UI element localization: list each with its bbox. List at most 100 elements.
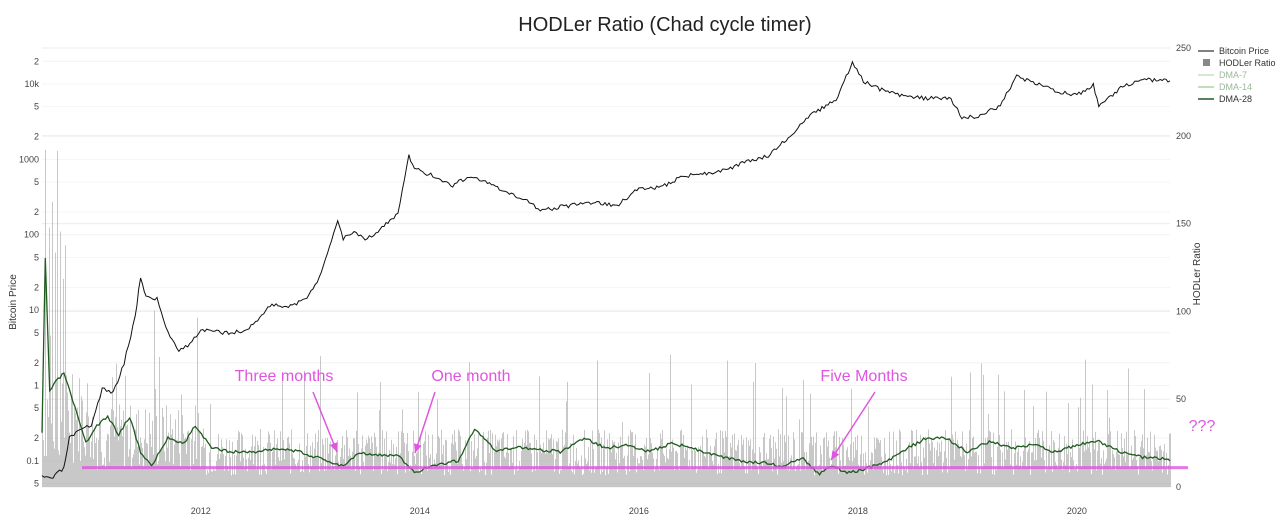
hodler-ratio-bar bbox=[980, 473, 981, 487]
hodler-ratio-bar bbox=[490, 429, 491, 487]
hodler-ratio-bar bbox=[503, 432, 504, 487]
hodler-ratio-bar bbox=[172, 428, 173, 487]
hodler-ratio-bar bbox=[744, 466, 745, 487]
hodler-ratio-bar bbox=[766, 453, 767, 487]
hodler-ratio-bar bbox=[756, 464, 757, 487]
hodler-ratio-bar bbox=[636, 472, 637, 487]
hodler-ratio-bar bbox=[425, 431, 426, 487]
hodler-ratio-bar bbox=[974, 452, 975, 487]
hodler-ratio-bar bbox=[650, 438, 651, 487]
hodler-ratio-bar bbox=[403, 432, 404, 487]
hodler-ratio-bar bbox=[915, 456, 916, 487]
hodler-ratio-bar bbox=[849, 460, 850, 487]
hodler-ratio-bar bbox=[622, 422, 623, 487]
hodler-ratio-bar bbox=[620, 436, 621, 487]
hodler-ratio-bar bbox=[419, 471, 420, 487]
hodler-ratio-bar bbox=[1138, 474, 1139, 487]
hodler-ratio-bar bbox=[1101, 458, 1102, 487]
hodler-ratio-bar bbox=[194, 440, 195, 487]
hodler-ratio-bar bbox=[163, 416, 164, 487]
legend-label[interactable]: DMA-14 bbox=[1219, 82, 1252, 92]
hodler-ratio-bar bbox=[427, 470, 428, 487]
hodler-ratio-bar bbox=[404, 442, 405, 487]
hodler-ratio-bar bbox=[572, 472, 573, 487]
hodler-ratio-bar bbox=[820, 445, 821, 487]
hodler-ratio-bar bbox=[1124, 438, 1125, 487]
hodler-ratio-bar bbox=[810, 393, 811, 487]
hodler-ratio-bar bbox=[584, 429, 585, 487]
hodler-ratio-bar bbox=[50, 335, 51, 487]
hodler-ratio-bar bbox=[391, 439, 392, 487]
hodler-ratio-bar bbox=[237, 439, 238, 487]
legend-label[interactable]: DMA-7 bbox=[1219, 70, 1247, 80]
hodler-ratio-bar bbox=[1117, 430, 1118, 487]
hodler-ratio-bar bbox=[952, 434, 953, 487]
hodler-ratio-bar bbox=[130, 405, 131, 487]
hodler-ratio-bar bbox=[1020, 456, 1021, 487]
legend-label[interactable]: Bitcoin Price bbox=[1219, 46, 1269, 56]
hodler-ratio-bar bbox=[501, 438, 502, 487]
hodler-ratio-bar bbox=[281, 460, 282, 487]
hodler-ratio-bar bbox=[197, 317, 198, 487]
hodler-ratio-bar bbox=[958, 444, 959, 487]
hodler-ratio-bar bbox=[745, 473, 746, 487]
hodler-ratio-bar bbox=[670, 354, 671, 487]
hodler-ratio-bar bbox=[51, 423, 52, 487]
hodler-ratio-bar bbox=[937, 441, 938, 487]
hodler-ratio-bar bbox=[256, 469, 257, 487]
hodler-ratio-bar bbox=[71, 398, 72, 487]
hodler-ratio-bar bbox=[624, 455, 625, 487]
hodler-ratio-bar bbox=[420, 436, 421, 487]
hodler-ratio-bar bbox=[117, 427, 118, 487]
hodler-ratio-bar bbox=[49, 227, 50, 487]
hodler-ratio-bar bbox=[154, 310, 155, 487]
hodler-ratio-bar bbox=[128, 456, 129, 487]
hodler-ratio-bar bbox=[500, 469, 501, 487]
y-left-tick-label: 5 bbox=[34, 102, 39, 112]
hodler-ratio-bar bbox=[617, 472, 618, 487]
hodler-ratio-bar bbox=[357, 392, 358, 487]
hodler-ratio-bar bbox=[608, 473, 609, 487]
hodler-ratio-bar bbox=[1068, 403, 1069, 487]
y-left-tick-label: 5 bbox=[34, 177, 39, 187]
hodler-ratio-bar bbox=[668, 459, 669, 487]
hodler-ratio-bar bbox=[787, 469, 788, 487]
hodler-ratio-bar bbox=[726, 436, 727, 487]
hodler-ratio-bar bbox=[869, 468, 870, 487]
hodler-ratio-bar bbox=[941, 440, 942, 487]
hodler-ratio-bar bbox=[472, 468, 473, 487]
hodler-ratio-bar bbox=[47, 399, 48, 487]
hodler-ratio-bar bbox=[265, 471, 266, 487]
hodler-ratio-bar bbox=[920, 434, 921, 487]
x-tick-label: 2012 bbox=[191, 506, 211, 516]
hodler-ratio-bar bbox=[105, 468, 106, 487]
hodler-ratio-bar bbox=[92, 416, 93, 487]
y-axis-right-title: HODLer Ratio bbox=[1192, 242, 1203, 305]
hodler-ratio-bar bbox=[410, 465, 411, 487]
hodler-ratio-bar bbox=[677, 452, 678, 487]
hodler-ratio-bar bbox=[253, 464, 254, 487]
hodler-ratio-bar bbox=[390, 462, 391, 487]
hodler-ratio-bar bbox=[395, 458, 396, 487]
hodler-ratio-bar bbox=[560, 470, 561, 487]
hodler-ratio-bar bbox=[239, 432, 240, 487]
hodler-ratio-bar bbox=[594, 472, 595, 487]
hodler-ratio-bar bbox=[98, 439, 99, 487]
hodler-ratio-bar bbox=[368, 435, 369, 487]
hodler-ratio-bar bbox=[701, 469, 702, 487]
hodler-ratio-bar bbox=[290, 473, 291, 487]
hodler-ratio-bar bbox=[74, 407, 75, 487]
hodler-ratio-bar bbox=[684, 457, 685, 487]
hodler-ratio-bar bbox=[1083, 430, 1084, 487]
hodler-ratio-bar bbox=[813, 436, 814, 487]
hodler-ratio-bar bbox=[432, 434, 433, 487]
hodler-ratio-bar bbox=[972, 438, 973, 487]
hodler-ratio-bar bbox=[405, 472, 406, 487]
legend-label[interactable]: HODLer Ratio bbox=[1219, 58, 1276, 68]
hodler-ratio-bar bbox=[868, 406, 869, 487]
hodler-ratio-bar bbox=[674, 470, 675, 487]
hodler-ratio-bar bbox=[232, 441, 233, 487]
hodler-ratio-bar bbox=[102, 464, 103, 487]
legend-label[interactable]: DMA-28 bbox=[1219, 94, 1252, 104]
hodler-ratio-bar bbox=[978, 455, 979, 487]
